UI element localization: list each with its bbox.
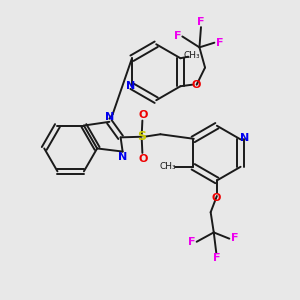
Text: F: F (216, 38, 224, 48)
Text: N: N (105, 112, 114, 122)
Text: N: N (126, 81, 135, 91)
Text: CH₃: CH₃ (159, 162, 176, 171)
Text: O: O (138, 154, 148, 164)
Text: F: F (174, 32, 182, 41)
Text: S: S (137, 130, 146, 143)
Text: F: F (197, 16, 205, 26)
Text: N: N (240, 134, 250, 143)
Text: O: O (138, 110, 148, 120)
Text: CH₃: CH₃ (183, 51, 200, 60)
Text: O: O (192, 80, 201, 90)
Text: F: F (213, 253, 220, 263)
Text: O: O (212, 193, 221, 203)
Text: N: N (118, 152, 127, 161)
Text: F: F (188, 237, 196, 248)
Text: F: F (231, 233, 239, 243)
